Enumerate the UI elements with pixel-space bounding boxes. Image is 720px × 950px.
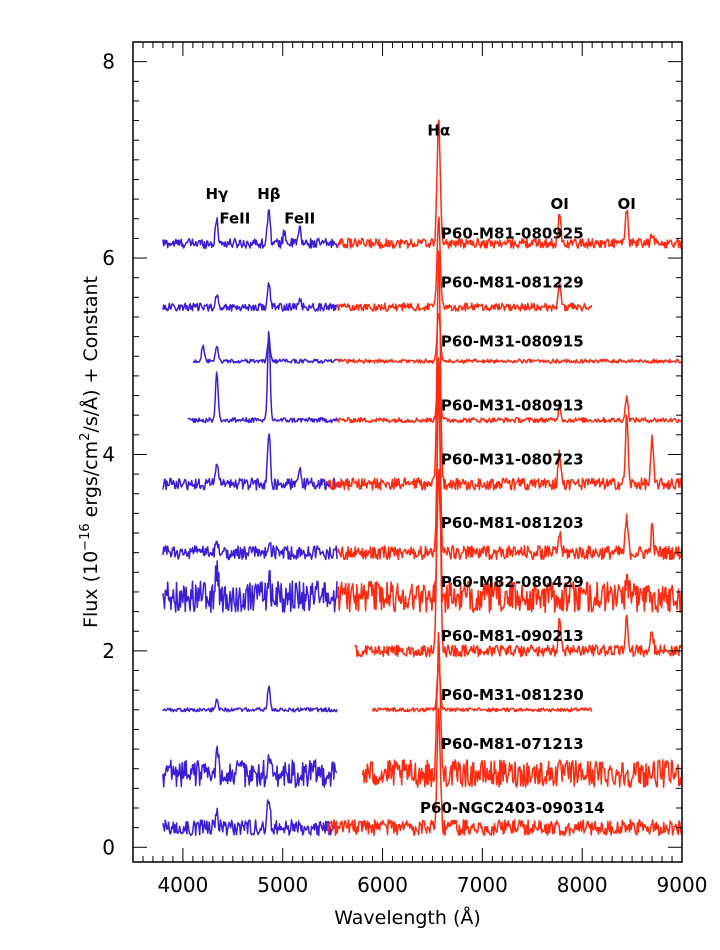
spectrum-red-arm: [326, 707, 683, 837]
x-tick-label: 8000: [557, 873, 608, 897]
y-tick-label: 8: [102, 50, 115, 74]
spectrum-blue-arm: [192, 337, 338, 364]
spectrum-label: P60-M31-080915: [441, 333, 584, 351]
spectrum-blue-arm: [162, 799, 338, 837]
ticks-layer: 4000 5000 6000 7000 8000 9000 0 2 4 6 8: [102, 42, 707, 897]
line-id-label: FeII: [219, 210, 250, 228]
line-id-label: Hα: [427, 121, 450, 139]
spectrum-red-arm: [336, 468, 683, 614]
labels-layer: P60-M81-080925 P60-M81-081229 P60-M31-0809…: [205, 121, 635, 817]
spectrum-red-arm: [371, 663, 593, 713]
y-tick-label: 4: [102, 442, 115, 466]
spectrum-red-arm: [336, 363, 683, 424]
spectrum-label: P60-M81-090213: [441, 627, 584, 645]
spectrum-red-arm: [336, 216, 593, 312]
spectrum-label: P60-M81-081203: [441, 514, 584, 532]
spectrum-label: P60-M31-081230: [441, 686, 584, 704]
spectrum-label: P60-M82-080429: [441, 573, 584, 591]
spectrum-red-arm: [336, 119, 683, 249]
x-tick-label: 6000: [357, 873, 408, 897]
y-axis-title-part: /s/Å) + Constant: [79, 276, 102, 433]
line-id-label: FeII: [284, 210, 315, 228]
spectrum-blue-arm: [162, 433, 338, 491]
line-id-label: OI: [550, 195, 568, 213]
spectrum-red-arm: [326, 250, 683, 491]
x-tick-label: 9000: [657, 873, 708, 897]
spectrum-red-arm: [361, 631, 683, 789]
line-id-label: OI: [618, 195, 636, 213]
spectrum-label: P60-M31-080723: [441, 450, 584, 468]
y-axis-title-part: Flux (10: [80, 551, 102, 628]
x-tick-label: 4000: [157, 873, 208, 897]
spectrum-blue-arm: [162, 540, 338, 561]
x-tick-label: 5000: [257, 873, 308, 897]
x-tick-label: 7000: [457, 873, 508, 897]
y-tick-label: 2: [102, 639, 115, 663]
spectrum-blue-arm: [187, 331, 338, 424]
spectrum-blue-arm: [162, 560, 338, 613]
line-id-label: Hγ: [205, 185, 228, 203]
x-axis-title: Wavelength (Å): [334, 906, 481, 929]
spectrum-red-arm: [354, 356, 683, 658]
spectrum-blue-arm: [162, 209, 338, 249]
spectrum-red-arm: [336, 312, 683, 364]
spectrum-label: P60-NGC2403-090314: [420, 799, 605, 817]
spectra-layer: [162, 119, 683, 837]
spectrum-blue-arm: [162, 282, 338, 312]
spectrum-label: P60-M81-081229: [441, 274, 584, 292]
line-id-label: Hβ: [257, 185, 281, 203]
plot-frame: [132, 41, 683, 863]
y-axis-title-superscript: −16: [78, 523, 93, 550]
spectrum-label: P60-M81-071213: [441, 735, 584, 753]
y-axis-title: Flux (10−16 ergs/cm2/s/Å) + Constant: [78, 276, 102, 628]
y-tick-label: 6: [102, 246, 115, 270]
spectrum-red-arm: [336, 393, 683, 561]
y-tick-label: 0: [102, 835, 115, 859]
spectrum-label: P60-M81-080925: [441, 224, 584, 242]
y-axis-title-part: ergs/cm: [80, 441, 102, 524]
y-axis-title-superscript: 2: [78, 433, 93, 441]
spectrum-label: P60-M31-080913: [441, 396, 584, 414]
spectrum-blue-arm: [162, 745, 338, 789]
spectrum-blue-arm: [162, 685, 338, 713]
